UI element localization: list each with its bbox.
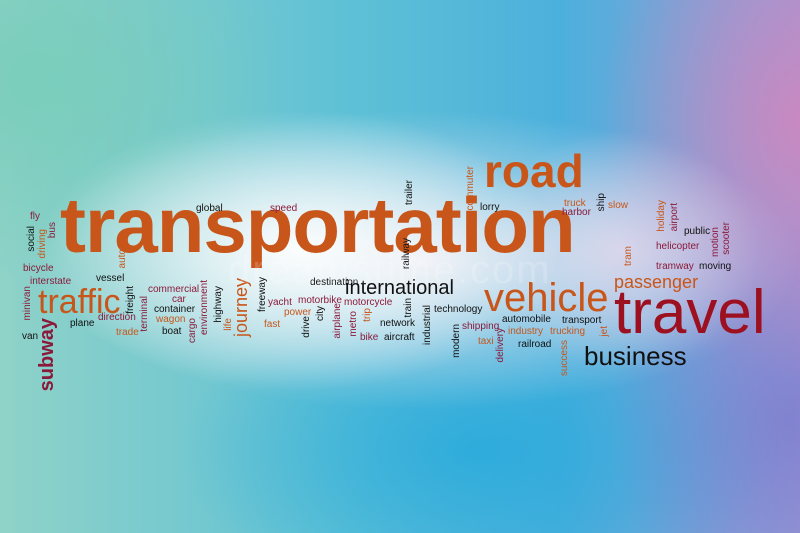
word-boat: boat [162, 326, 182, 337]
word-jet: jet [599, 326, 610, 337]
word-transportation: transportation [60, 181, 576, 269]
word-motorbike: motorbike [298, 295, 342, 306]
word-wagon: wagon [156, 314, 186, 325]
word-commercial: commercial [148, 284, 200, 295]
word-bus: bus [47, 222, 58, 239]
watermark: dreamstime.com [228, 248, 552, 292]
word-global: global [196, 203, 223, 214]
word-vessel: vessel [96, 273, 125, 284]
word-trade: trade [116, 327, 139, 338]
word-harbor: harbor [562, 207, 591, 218]
word-truck: truck [564, 198, 586, 209]
word-modern: modern [451, 324, 462, 358]
word-transport: transport [562, 315, 602, 326]
word-car: car [172, 294, 186, 305]
word-van: van [22, 331, 39, 342]
word-network: network [380, 318, 416, 329]
word-motorcycle: motorcycle [344, 297, 393, 308]
word-auto: auto [117, 249, 128, 269]
word-travel: travel [614, 278, 766, 347]
word-train: train [403, 298, 414, 318]
word-trip: trip [362, 308, 373, 322]
word-railroad: railroad [518, 339, 552, 350]
word-trucking: trucking [550, 326, 586, 337]
word-trailer: trailer [404, 180, 415, 206]
word-freight: freight [125, 286, 136, 314]
word-plane: plane [70, 318, 95, 329]
word-bike: bike [360, 332, 379, 343]
word-helicopter: helicopter [656, 241, 700, 252]
word-shipping: shipping [462, 321, 500, 332]
word-yacht: yacht [268, 297, 292, 308]
word-road: road [484, 145, 584, 197]
word-fly: fly [30, 211, 40, 222]
word-passenger: passenger [614, 272, 699, 292]
word-direction: direction [98, 312, 136, 323]
word-social: social [26, 226, 37, 252]
word-tramway: tramway [656, 261, 694, 272]
word-traffic: traffic [38, 283, 121, 321]
word-speed: speed [270, 203, 298, 214]
word-public: public [684, 226, 711, 237]
word-automobile: automobile [502, 314, 551, 325]
word-container: container [154, 304, 196, 315]
word-interstate: interstate [30, 276, 72, 287]
word-ship: ship [596, 193, 607, 212]
word-lorry: lorry [480, 202, 500, 213]
word-commuter: commuter [465, 166, 476, 211]
word-taxi: taxi [478, 336, 494, 347]
word-metro: metro [348, 311, 359, 337]
word-industry: industry [508, 326, 544, 337]
word-drive: drive [301, 316, 312, 338]
word-airport: airport [669, 203, 680, 232]
word-terminal: terminal [139, 296, 150, 332]
word-subway: subway [36, 318, 58, 392]
word-cargo: cargo [187, 318, 198, 344]
word-scooter: scooter [721, 222, 732, 255]
word-international: international [345, 277, 454, 299]
word-destination: destination [310, 277, 359, 288]
word-power: power [284, 307, 312, 318]
word-slow: slow [608, 200, 629, 211]
word-fast: fast [264, 319, 281, 330]
word-driving: driving [37, 229, 48, 259]
word-bicycle: bicycle [23, 263, 54, 274]
word-life: life [223, 318, 234, 331]
word-holiday: holiday [656, 200, 667, 232]
word-delivery: delivery [495, 328, 506, 363]
word-airplane: airplane [332, 303, 343, 339]
word-vehicle: vehicle [484, 276, 609, 320]
word-minivan: minivan [22, 286, 33, 321]
word-tram: tram [623, 246, 634, 266]
word-environment: environment [199, 280, 210, 336]
word-technology: technology [434, 304, 483, 315]
word-city: city [315, 306, 326, 321]
word-aircraft: aircraft [384, 332, 415, 343]
word-business: business [584, 341, 687, 371]
word-success: success [559, 340, 570, 377]
word-motion: motion [710, 227, 721, 258]
word-industrial: industrial [422, 305, 433, 346]
word-moving: moving [699, 261, 732, 272]
